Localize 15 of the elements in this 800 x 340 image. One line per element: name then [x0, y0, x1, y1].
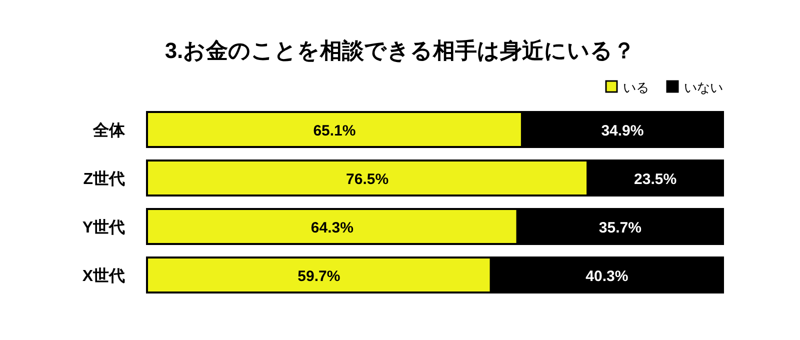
data-label: 59.7%	[298, 268, 340, 285]
data-label: 23.5%	[634, 171, 677, 188]
category-label: Y世代	[82, 220, 125, 236]
data-label: 34.9%	[601, 122, 644, 140]
legend-label: いない	[684, 80, 723, 95]
data-label: 64.3%	[310, 220, 354, 236]
data-label: 76.5%	[346, 171, 389, 188]
data-label: 65.1%	[313, 122, 356, 140]
data-label: 40.3%	[586, 268, 628, 285]
title: 3.お金のことを相談できる相手は身近にいる？	[164, 38, 636, 63]
data-label: 35.7%	[598, 220, 642, 236]
category-label: X世代	[82, 268, 125, 285]
category-label: 全体	[93, 122, 125, 140]
category-label: Z世代	[83, 171, 125, 188]
legend-label: いる	[623, 80, 649, 95]
